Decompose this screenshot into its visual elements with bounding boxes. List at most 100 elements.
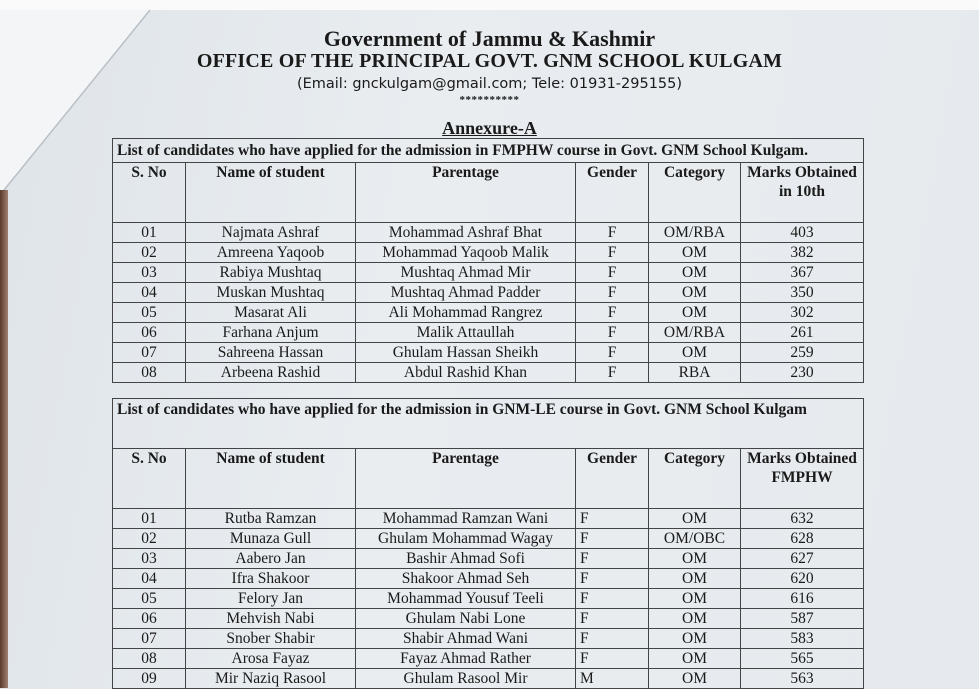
gender-cell: F bbox=[575, 242, 649, 263]
parentage-cell: Ghulam Hassan Sheikh bbox=[355, 342, 576, 363]
table-row: 08 Arbeena Rashid Abdul Rashid Khan F RBA 230 bbox=[112, 362, 865, 383]
category-cell: OM bbox=[648, 608, 741, 629]
table-row: 02 Amreena Yaqoob Mohammad Yaqoob Malik F OM… bbox=[112, 242, 865, 263]
gnm-le-candidates-table: List of candidates who have applied for … bbox=[111, 398, 865, 689]
marks-cell: 367 bbox=[739, 262, 865, 283]
serial-number-cell: 01 bbox=[112, 222, 186, 243]
student-name-cell: Muskan Mushtaq bbox=[185, 282, 356, 303]
marks-cell: 632 bbox=[739, 508, 865, 529]
table-row: 05 Felory Jan Mohammad Yousuf Teeli F OM 616 bbox=[112, 588, 865, 609]
table-row: 07 Sahreena Hassan Ghulam Hassan Sheikh F OM… bbox=[112, 342, 865, 363]
column-header: Marks Obtained FMPHW bbox=[739, 448, 865, 509]
gender-cell: F bbox=[575, 528, 649, 549]
column-header: Gender bbox=[575, 448, 649, 509]
gender-cell: M bbox=[575, 668, 649, 689]
column-header: Gender bbox=[575, 162, 649, 223]
gender-cell: F bbox=[575, 608, 649, 629]
table-row: 09 Mir Naziq Rasool Ghulam Rasool Mir M OM 56… bbox=[112, 668, 865, 689]
marks-cell: 628 bbox=[739, 528, 865, 549]
serial-number-cell: 04 bbox=[112, 568, 186, 589]
parentage-cell: Mohammad Ramzan Wani bbox=[355, 508, 576, 529]
category-cell: OM bbox=[648, 548, 741, 569]
gender-cell: F bbox=[575, 222, 649, 243]
column-header: Name of student bbox=[185, 448, 356, 509]
category-cell: OM bbox=[648, 588, 741, 609]
parentage-cell: Fayaz Ahmad Rather bbox=[355, 648, 576, 669]
serial-number-cell: 08 bbox=[112, 362, 186, 383]
marks-cell: 403 bbox=[739, 222, 865, 243]
table-row: 01 Najmata Ashraf Mohammad Ashraf Bhat F OM/… bbox=[112, 222, 865, 243]
marks-cell: 583 bbox=[739, 628, 865, 649]
table-row: 01 Rutba Ramzan Mohammad Ramzan Wani F OM 632 bbox=[112, 508, 865, 529]
student-name-cell: Rutba Ramzan bbox=[185, 508, 356, 529]
student-name-cell: Amreena Yaqoob bbox=[185, 242, 356, 263]
background-strip bbox=[0, 0, 979, 10]
serial-number-cell: 08 bbox=[112, 648, 186, 669]
gender-cell: F bbox=[575, 648, 649, 669]
table-row: 06 Mehvish Nabi Ghulam Nabi Lone F OM 587 bbox=[112, 608, 865, 629]
serial-number-cell: 09 bbox=[112, 668, 186, 689]
serial-number-cell: 02 bbox=[112, 528, 186, 549]
parentage-cell: Shakoor Ahmad Seh bbox=[355, 568, 576, 589]
column-header: S. No bbox=[112, 162, 186, 223]
table-row: 03 Aabero Jan Bashir Ahmad Sofi F OM 627 bbox=[112, 548, 865, 569]
gender-cell: F bbox=[575, 588, 649, 609]
serial-number-cell: 05 bbox=[112, 302, 186, 323]
marks-cell: 587 bbox=[739, 608, 865, 629]
serial-number-cell: 05 bbox=[112, 588, 186, 609]
table-row: 03 Rabiya Mushtaq Mushtaq Ahmad Mir F OM 367 bbox=[112, 262, 865, 283]
government-title: Government of Jammu & Kashmir bbox=[323, 26, 656, 51]
marks-cell: 302 bbox=[739, 302, 865, 323]
marks-cell: 563 bbox=[739, 668, 865, 689]
fmphw-candidates-table: List of candidates who have applied for … bbox=[111, 138, 865, 383]
parentage-cell: Ghulam Mohammad Wagay bbox=[355, 528, 576, 549]
category-cell: OM bbox=[648, 342, 741, 363]
serial-number-cell: 07 bbox=[112, 342, 186, 363]
student-name-cell: Arbeena Rashid bbox=[185, 362, 356, 383]
category-cell: RBA bbox=[648, 362, 741, 383]
category-cell: OM bbox=[648, 262, 741, 283]
contact-info: (Email: gnckulgam@gmail.com; Tele: 01931… bbox=[296, 76, 683, 92]
serial-number-cell: 03 bbox=[112, 548, 186, 569]
parentage-cell: Ghulam Rasool Mir bbox=[355, 668, 576, 689]
parentage-cell: Shabir Ahmad Wani bbox=[355, 628, 576, 649]
annexure-title: Annexure-A bbox=[442, 118, 537, 138]
student-name-cell: Sahreena Hassan bbox=[185, 342, 356, 363]
category-cell: OM bbox=[648, 302, 741, 323]
table-row: 08 Arosa Fayaz Fayaz Ahmad Rather F OM 565 bbox=[112, 648, 865, 669]
gender-cell: F bbox=[575, 302, 649, 323]
student-name-cell: Mehvish Nabi bbox=[185, 608, 356, 629]
marks-cell: 627 bbox=[739, 548, 865, 569]
parentage-cell: Abdul Rashid Khan bbox=[355, 362, 576, 383]
marks-cell: 620 bbox=[739, 568, 865, 589]
marks-cell: 565 bbox=[739, 648, 865, 669]
column-header: Name of student bbox=[185, 162, 356, 223]
parentage-cell: Malik Attaullah bbox=[355, 322, 576, 343]
column-header: S. No bbox=[112, 448, 186, 509]
student-name-cell: Najmata Ashraf bbox=[185, 222, 356, 243]
table-caption: List of candidates who have applied for … bbox=[111, 138, 865, 163]
student-name-cell: Masarat Ali bbox=[185, 302, 356, 323]
student-name-cell: Felory Jan bbox=[185, 588, 356, 609]
marks-cell: 616 bbox=[739, 588, 865, 609]
marks-cell: 350 bbox=[739, 282, 865, 303]
table-row: 04 Ifra Shakoor Shakoor Ahmad Seh F OM 620 bbox=[112, 568, 865, 589]
gender-cell: F bbox=[575, 628, 649, 649]
page-edge bbox=[0, 190, 8, 688]
parentage-cell: Mushtaq Ahmad Padder bbox=[355, 282, 576, 303]
student-name-cell: Ifra Shakoor bbox=[185, 568, 356, 589]
category-cell: OM bbox=[648, 648, 741, 669]
parentage-cell: Mushtaq Ahmad Mir bbox=[355, 262, 576, 283]
marks-cell: 259 bbox=[739, 342, 865, 363]
serial-number-cell: 06 bbox=[112, 322, 186, 343]
column-header: Marks Obtained in 10th bbox=[739, 162, 865, 223]
category-cell: OM bbox=[648, 282, 741, 303]
gender-cell: F bbox=[575, 282, 649, 303]
gender-cell: F bbox=[575, 568, 649, 589]
serial-number-cell: 07 bbox=[112, 628, 186, 649]
gender-cell: F bbox=[575, 508, 649, 529]
serial-number-cell: 01 bbox=[112, 508, 186, 529]
gender-cell: F bbox=[575, 362, 649, 383]
column-header: Category bbox=[648, 162, 741, 223]
table-row: 04 Muskan Mushtaq Mushtaq Ahmad Padder F OM 3… bbox=[112, 282, 865, 303]
